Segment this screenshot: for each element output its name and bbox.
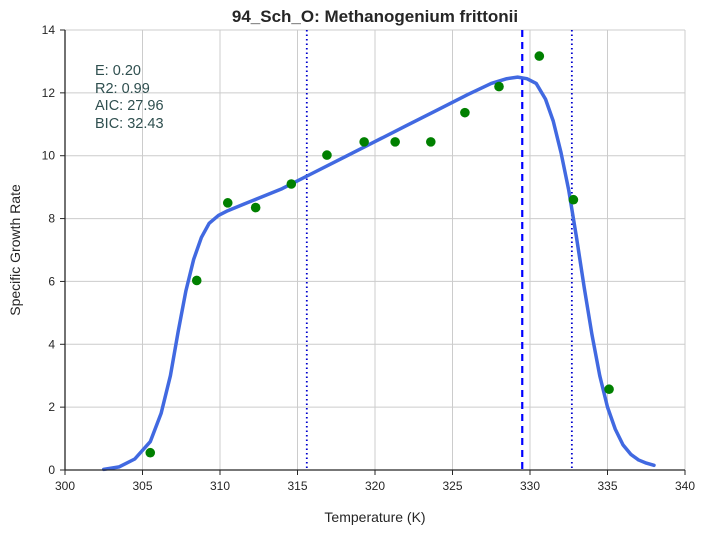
data-points — [145, 51, 614, 458]
fit-stats-box: E: 0.20 R2: 0.99 AIC: 27.96 BIC: 32.43 — [95, 63, 164, 132]
y-tick-label: 0 — [48, 463, 55, 477]
y-tick-label: 8 — [48, 212, 55, 226]
data-point — [191, 275, 202, 286]
stat-bic: BIC: 32.43 — [95, 116, 164, 132]
y-tick-label: 4 — [48, 337, 55, 351]
x-tick-label: 330 — [520, 479, 540, 493]
x-tick-label: 340 — [675, 479, 695, 493]
x-tick-label: 315 — [287, 479, 307, 493]
chart-title: 94_Sch_O: Methanogenium frittonii — [232, 7, 518, 26]
stat-r2: R2: 0.99 — [95, 81, 150, 97]
x-tick-label: 325 — [442, 479, 462, 493]
data-point — [568, 194, 579, 205]
stat-e: E: 0.20 — [95, 63, 141, 79]
y-axis-title: Specific Growth Rate — [7, 184, 23, 316]
x-tick-label: 310 — [210, 479, 230, 493]
fit-curve — [102, 75, 656, 472]
x-axis-title: Temperature (K) — [324, 509, 425, 525]
x-ticks: 300 305 310 315 320 325 330 335 340 — [55, 470, 695, 493]
x-tick-label: 320 — [365, 479, 385, 493]
y-tick-label: 6 — [48, 274, 55, 288]
data-point — [534, 51, 545, 61]
data-point — [322, 150, 332, 160]
y-tick-label: 12 — [42, 86, 56, 100]
fit-curve-layer — [102, 75, 656, 472]
data-point — [426, 137, 436, 147]
y-tick-label: 14 — [42, 23, 56, 37]
stat-aic: AIC: 27.96 — [95, 98, 164, 114]
data-point — [222, 198, 233, 208]
y-tick-label: 2 — [48, 400, 55, 414]
data-point — [460, 107, 470, 118]
x-tick-label: 300 — [55, 479, 75, 493]
data-point — [145, 447, 156, 458]
data-point — [286, 179, 297, 189]
data-point — [390, 137, 400, 147]
data-point — [250, 202, 261, 213]
y-ticks: 0 2 4 6 8 10 12 14 — [42, 23, 65, 477]
data-point — [359, 137, 369, 147]
x-tick-label: 335 — [597, 479, 617, 493]
x-tick-label: 305 — [132, 479, 152, 493]
reference-lines — [305, 30, 573, 470]
data-point — [604, 384, 614, 395]
data-point — [494, 81, 504, 92]
y-tick-label: 10 — [42, 149, 56, 163]
